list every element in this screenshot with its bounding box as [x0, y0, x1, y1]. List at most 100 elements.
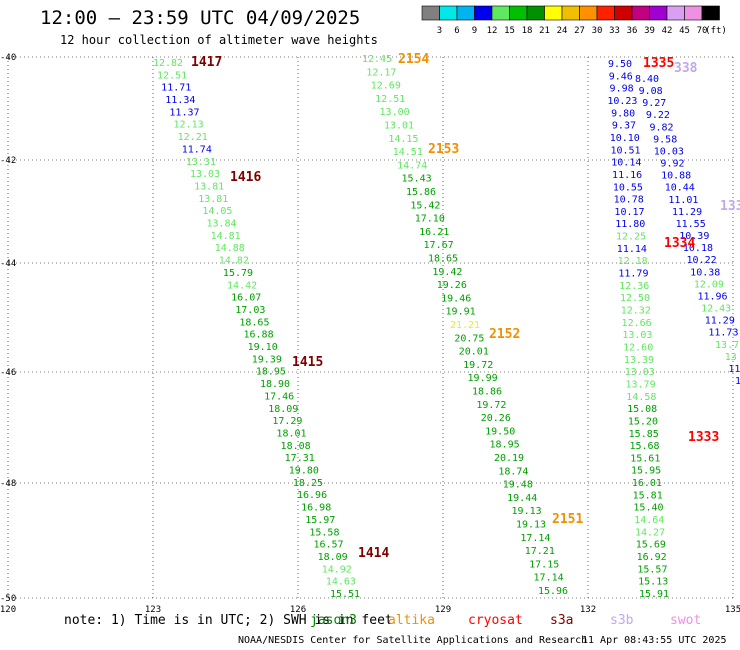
- swh-value-track-a: 14.05: [202, 206, 232, 217]
- color-scale-label: 24: [557, 26, 568, 36]
- latitude-label: -42: [0, 156, 16, 166]
- swh-value-track-d: 11.01: [668, 195, 698, 206]
- swh-value-track-d: 8.40: [635, 74, 659, 85]
- map-subtitle: 12 hour collection of altimeter wave hei…: [60, 33, 378, 47]
- swh-value-track-a: 16.07: [231, 293, 261, 304]
- swh-value-track-d: 10.88: [661, 171, 691, 182]
- swh-value-track-d: 10.03: [654, 146, 684, 157]
- longitude-label: 132: [580, 605, 596, 615]
- swh-value-track-b: 12.45: [362, 54, 392, 65]
- swh-value-track-a: 12.13: [174, 120, 204, 131]
- footer-credit: NOAA/NESDIS Center for Satellite Applica…: [238, 635, 588, 646]
- swh-value-track-b: 15.42: [410, 200, 440, 211]
- map-title: 12:00 – 23:59 UTC 04/09/2025: [40, 7, 361, 29]
- swh-value-track-b: 17.14: [534, 573, 564, 584]
- swh-value-track-c: 13.79: [626, 379, 656, 390]
- swh-value-track-d: 9.22: [646, 110, 670, 121]
- swh-value-track-b: 18.74: [498, 466, 528, 477]
- pass-label-1337: 1337: [720, 199, 740, 214]
- swh-value-track-c: 11.16: [612, 170, 642, 181]
- swh-value-track-b: 13.00: [380, 107, 410, 118]
- longitude-label: 126: [290, 605, 306, 615]
- satellite-legend-swot: swot: [670, 613, 702, 628]
- latitude-label: -40: [0, 53, 16, 63]
- swh-value-track-d: 10.39: [679, 231, 709, 242]
- swh-value-track-a: 17.31: [285, 453, 315, 464]
- swh-value-track-a: 16.57: [313, 540, 343, 551]
- swh-value-track-b: 20.75: [454, 333, 484, 344]
- swh-value-track-c: 10.51: [610, 145, 640, 156]
- swh-value-track-c: 13.03: [625, 367, 655, 378]
- pass-label-1335: 1335: [643, 56, 674, 71]
- swh-value-track-a: 16.98: [301, 503, 331, 514]
- color-scale-label: 39: [644, 26, 655, 36]
- swh-value-track-c: 14.64: [634, 515, 664, 526]
- color-scale-label: 15: [504, 26, 515, 36]
- swh-value-track-a: 17.46: [264, 391, 294, 402]
- satellite-legend-s3a: s3a: [550, 613, 574, 628]
- swh-value-track-a: 13.81: [194, 181, 224, 192]
- swh-value-track-b: 19.50: [485, 426, 515, 437]
- color-scale-label: 21: [539, 26, 550, 36]
- swh-value-track-a: 18.25: [293, 478, 323, 489]
- swh-value-track-b: 18.95: [490, 440, 520, 451]
- satellite-legend-altika: altika: [388, 613, 435, 628]
- swh-value-track-a: 13.81: [198, 194, 228, 205]
- swh-value-track-d: 9.27: [642, 98, 666, 109]
- swh-value-track-a: 13.84: [206, 219, 236, 230]
- pass-label-2151: 2151: [552, 512, 583, 527]
- swh-value-track-c: 15.57: [637, 564, 667, 575]
- satellite-legend-jason3: jason3: [310, 613, 357, 628]
- swh-value-track-a: 13.31: [186, 157, 216, 168]
- swh-value-track-b: 19.72: [463, 360, 493, 371]
- swh-value-track-b: 14.74: [397, 160, 427, 171]
- swh-value-track-a: 19.39: [252, 354, 282, 365]
- swh-value-track-a: 14.42: [227, 280, 257, 291]
- pass-label-2152: 2152: [489, 327, 520, 342]
- color-scale-label: 33: [609, 26, 620, 36]
- swh-value-track-b: 16.21: [419, 227, 449, 238]
- swh-value-track-b: 19.26: [437, 280, 467, 291]
- swh-value-track-c: 14.27: [635, 527, 665, 538]
- swh-value-track-c: 9.98: [610, 84, 634, 95]
- swh-value-track-a: 15.58: [309, 527, 339, 538]
- latitude-label: -48: [0, 479, 16, 489]
- color-scale-label: 36: [627, 26, 638, 36]
- swh-value-track-c: 16.01: [632, 478, 662, 489]
- longitude-label: 120: [0, 605, 16, 615]
- swh-value-track-c: 10.10: [610, 133, 640, 144]
- footer-timestamp: 11 Apr 08:43:55 UTC 2025: [582, 635, 727, 646]
- swh-value-track-c: 11.79: [618, 269, 648, 280]
- color-scale-label: 18: [522, 26, 533, 36]
- swh-value-track-c: 12.36: [619, 281, 649, 292]
- swh-value-track-a: 16.88: [244, 330, 274, 341]
- swh-value-track-a: 15.51: [330, 589, 360, 600]
- swh-value-track-a: 18.08: [281, 441, 311, 452]
- swh-value-track-a: 15.97: [305, 515, 335, 526]
- swh-value-track-c: 10.55: [613, 182, 643, 193]
- pass-label-2153: 2153: [428, 142, 459, 157]
- swh-value-track-d: 11: [728, 364, 740, 375]
- swh-value-track-b: 19.48: [503, 480, 533, 491]
- swh-value-track-b: 17.21: [525, 546, 555, 557]
- swh-value-track-d: 12.43: [701, 304, 731, 315]
- swh-value-track-c: 13.03: [622, 330, 652, 341]
- swh-value-track-c: 11.14: [617, 244, 647, 255]
- pass-label-1415: 1415: [292, 355, 323, 370]
- swh-value-track-c: 13.39: [624, 355, 654, 366]
- color-scale-label: 42: [662, 26, 673, 36]
- swh-value-track-a: 16.96: [297, 490, 327, 501]
- color-scale-swatch: [701, 5, 720, 21]
- pass-label-338: 338: [674, 61, 698, 76]
- swh-value-track-d: 10.18: [683, 243, 713, 254]
- latitude-label: -44: [0, 259, 16, 269]
- swh-value-track-c: 10.78: [614, 195, 644, 206]
- swh-value-track-b: 20.19: [494, 453, 524, 464]
- swh-value-track-c: 14.58: [626, 392, 656, 403]
- swh-value-track-c: 15.08: [627, 404, 657, 415]
- latitude-label: -50: [0, 594, 16, 604]
- swh-value-track-b: 14.51: [393, 147, 423, 158]
- swh-value-track-b: 17.14: [520, 533, 550, 544]
- swh-value-track-b: 18.65: [428, 254, 458, 265]
- swh-value-track-c: 9.80: [611, 108, 635, 119]
